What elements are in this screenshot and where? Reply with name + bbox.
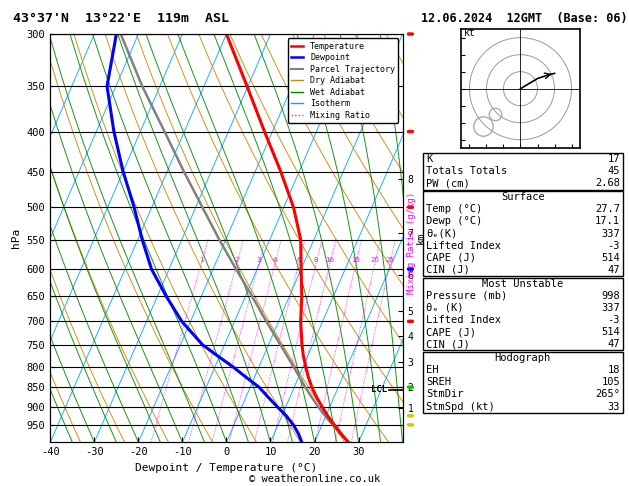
Y-axis label: hPa: hPa: [11, 228, 21, 248]
Text: 514: 514: [601, 253, 620, 263]
Text: 27.7: 27.7: [595, 204, 620, 214]
X-axis label: Dewpoint / Temperature (°C): Dewpoint / Temperature (°C): [135, 463, 318, 473]
Text: 17: 17: [608, 154, 620, 164]
Text: 18: 18: [608, 365, 620, 375]
Legend: Temperature, Dewpoint, Parcel Trajectory, Dry Adiabat, Wet Adiabat, Isotherm, Mi: Temperature, Dewpoint, Parcel Trajectory…: [287, 38, 398, 123]
Text: EH: EH: [426, 365, 438, 375]
Text: CAPE (J): CAPE (J): [426, 253, 476, 263]
Text: 17.1: 17.1: [595, 216, 620, 226]
Text: -3: -3: [608, 241, 620, 251]
Text: 1: 1: [199, 258, 204, 263]
Text: 47: 47: [608, 339, 620, 349]
Text: 43°37'N  13°22'E  119m  ASL: 43°37'N 13°22'E 119m ASL: [13, 12, 228, 25]
Text: Mixing Ratio (g/kg): Mixing Ratio (g/kg): [408, 192, 416, 294]
Text: SREH: SREH: [426, 377, 451, 387]
Text: 998: 998: [601, 291, 620, 301]
Text: -3: -3: [608, 315, 620, 325]
Text: θₑ (K): θₑ (K): [426, 303, 464, 313]
Text: 12.06.2024  12GMT  (Base: 06): 12.06.2024 12GMT (Base: 06): [421, 12, 628, 25]
Text: CAPE (J): CAPE (J): [426, 327, 476, 337]
Text: StmDir: StmDir: [426, 389, 464, 399]
Text: 3: 3: [257, 258, 261, 263]
Text: 6: 6: [296, 258, 301, 263]
Text: Most Unstable: Most Unstable: [482, 278, 564, 289]
Text: Pressure (mb): Pressure (mb): [426, 291, 507, 301]
Text: kt: kt: [464, 28, 476, 38]
Text: © weatheronline.co.uk: © weatheronline.co.uk: [249, 473, 380, 484]
Text: 337: 337: [601, 303, 620, 313]
Text: CIN (J): CIN (J): [426, 265, 470, 275]
Text: Temp (°C): Temp (°C): [426, 204, 482, 214]
Text: Lifted Index: Lifted Index: [426, 315, 501, 325]
Text: 25: 25: [386, 258, 394, 263]
Text: 47: 47: [608, 265, 620, 275]
Text: K: K: [426, 154, 432, 164]
Y-axis label: km
ASL: km ASL: [416, 229, 438, 247]
Text: 45: 45: [608, 166, 620, 176]
Text: PW (cm): PW (cm): [426, 178, 470, 189]
Text: 265°: 265°: [595, 389, 620, 399]
Text: 514: 514: [601, 327, 620, 337]
Text: 337: 337: [601, 228, 620, 239]
Text: 8: 8: [314, 258, 318, 263]
Text: 33: 33: [608, 401, 620, 412]
Text: Dewp (°C): Dewp (°C): [426, 216, 482, 226]
Text: StmSpd (kt): StmSpd (kt): [426, 401, 494, 412]
Text: θₑ(K): θₑ(K): [426, 228, 457, 239]
Text: Surface: Surface: [501, 192, 545, 202]
Text: 20: 20: [370, 258, 379, 263]
Text: CIN (J): CIN (J): [426, 339, 470, 349]
Text: 2.68: 2.68: [595, 178, 620, 189]
Text: Lifted Index: Lifted Index: [426, 241, 501, 251]
Text: 105: 105: [601, 377, 620, 387]
Text: 15: 15: [352, 258, 360, 263]
Text: Hodograph: Hodograph: [494, 353, 551, 363]
Text: LCL: LCL: [371, 385, 387, 395]
Text: 4: 4: [273, 258, 277, 263]
Text: Totals Totals: Totals Totals: [426, 166, 507, 176]
Text: 2: 2: [235, 258, 239, 263]
Text: 10: 10: [325, 258, 335, 263]
